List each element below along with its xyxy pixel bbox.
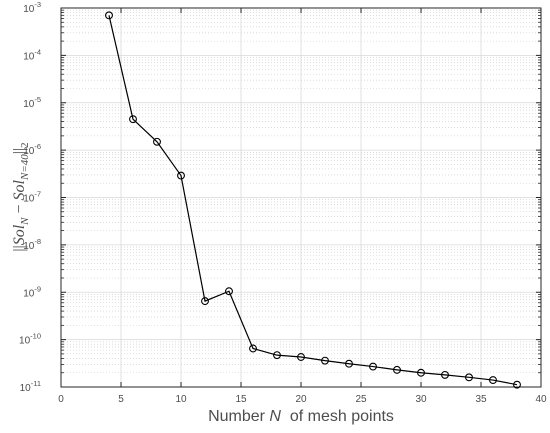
x-tick-label: 10 (175, 394, 187, 405)
data-point (393, 365, 401, 374)
data-point (489, 376, 497, 385)
x-tick-labels: 0 5 10 15 20 25 30 35 40 (58, 394, 547, 405)
x-tick-label: 25 (355, 394, 367, 405)
y-tick-label: 10-9 (23, 284, 41, 299)
y-tick-label: 10-5 (23, 95, 41, 110)
data-point (321, 356, 329, 365)
data-point (153, 137, 161, 146)
x-axis-label: Number N of mesh points (208, 408, 394, 425)
y-tick-label: 10-4 (23, 47, 41, 62)
x-tick-label: 35 (475, 394, 487, 405)
data-point (369, 362, 377, 371)
data-point (513, 380, 521, 389)
y-tick-label: 10-10 (19, 332, 41, 347)
x-tick-label: 5 (118, 394, 124, 405)
data-point (105, 11, 113, 20)
y-tick-label: 10-8 (23, 237, 41, 252)
series-line (108, 15, 518, 386)
x-tick-label: 30 (415, 394, 427, 405)
y-tick-labels: 10-3 10-4 10-5 10-6 10-7 10-8 10-9 10-10 10-11 (19, 0, 41, 394)
y-tick-label: 10-6 (23, 142, 41, 157)
y-axis-label: ||SolN − SolN=40||2 (11, 142, 31, 251)
data-point (417, 368, 425, 377)
data-point (225, 287, 233, 296)
x-tick-label: 20 (295, 394, 307, 405)
axis-ticks (60, 7, 542, 388)
data-point (297, 353, 305, 361)
data-point (345, 359, 353, 368)
data-point (273, 351, 281, 360)
data-point (129, 115, 137, 124)
x-tick-label: 15 (235, 394, 247, 405)
x-tick-label: 0 (58, 394, 64, 405)
data-point (177, 171, 185, 180)
y-tick-label: 10-7 (23, 190, 41, 205)
data-point (249, 344, 257, 353)
y-tick-label: 10-3 (23, 0, 41, 15)
y-tick-label: 10-11 (20, 379, 41, 394)
data-point (465, 373, 473, 382)
x-tick-label: 40 (535, 394, 547, 405)
data-point (441, 370, 449, 379)
series-markers (105, 11, 521, 389)
data-point (201, 297, 209, 306)
